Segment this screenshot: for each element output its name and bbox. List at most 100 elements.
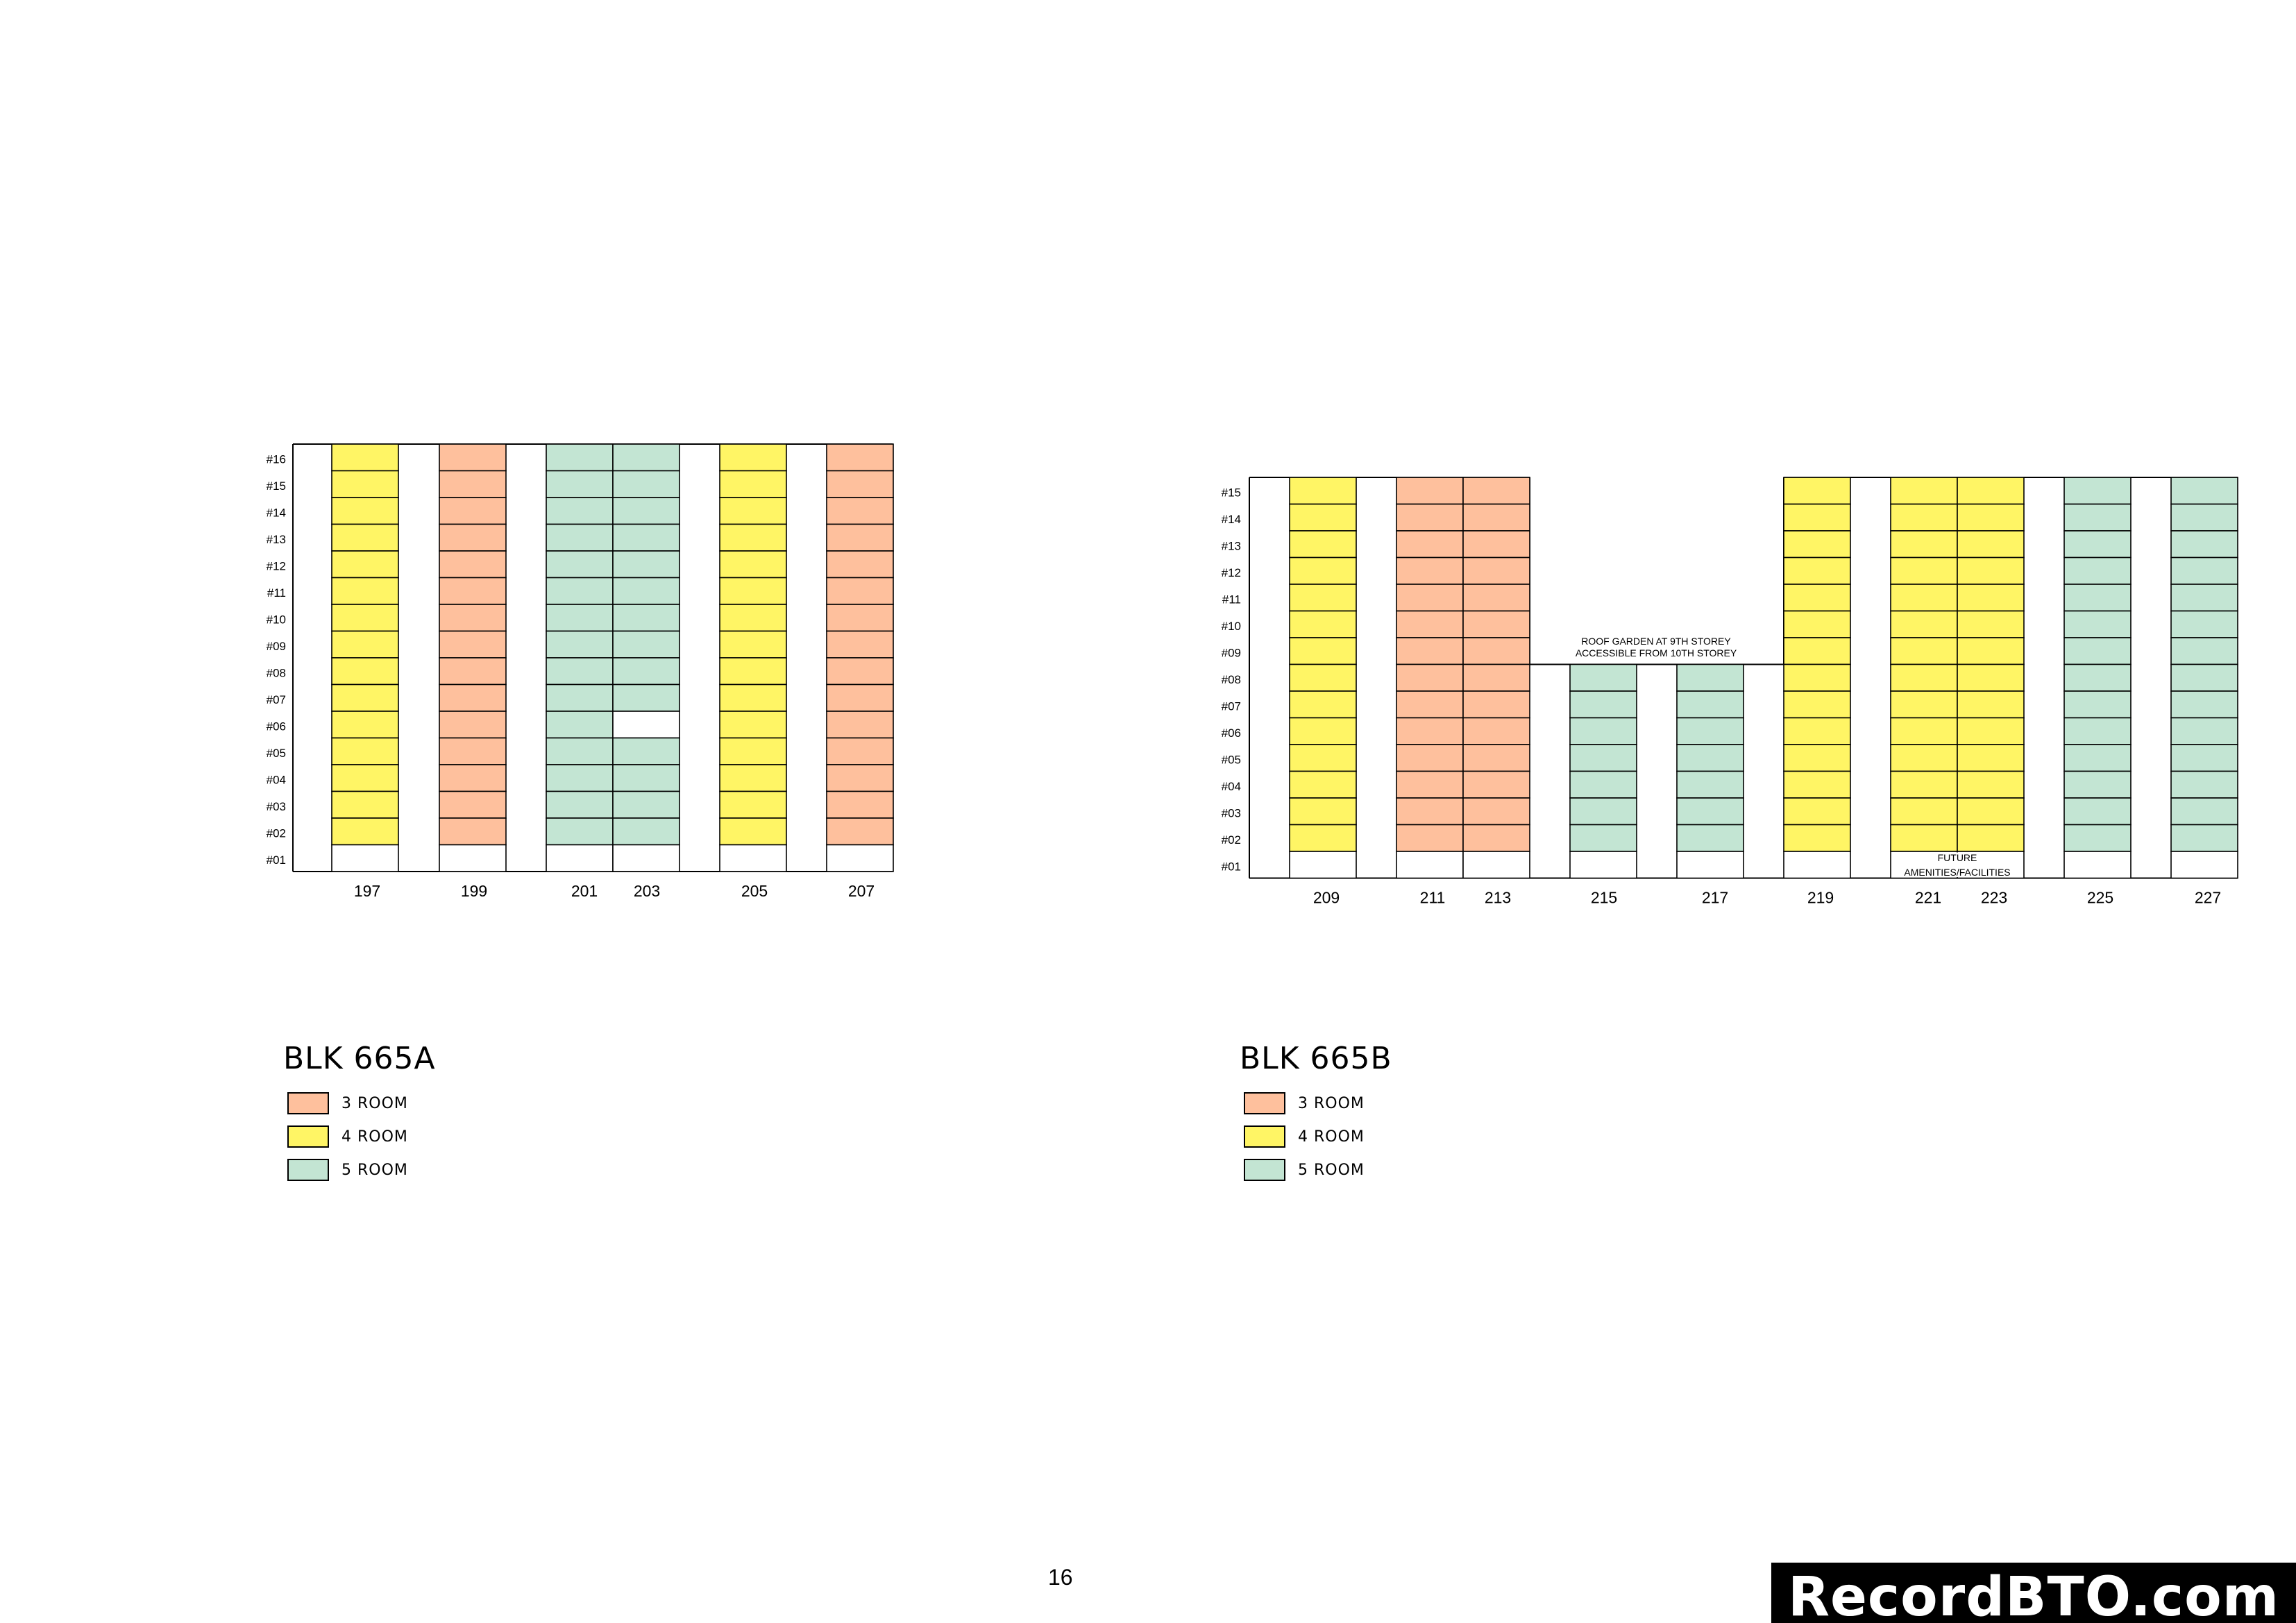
- unit-cell: [546, 817, 614, 846]
- floor-label: #11: [1222, 593, 1241, 606]
- floor-label: #04: [1222, 780, 1241, 793]
- column-label: 213: [1485, 889, 1511, 907]
- unit-cell: [1462, 770, 1530, 799]
- unit-cell: [1569, 824, 1637, 852]
- unit-cell: [331, 844, 399, 872]
- roof-garden-note: ROOF GARDEN AT 9TH STOREY: [1581, 636, 1731, 647]
- unit-cell: [2063, 744, 2132, 772]
- unit-cell: [612, 737, 680, 765]
- unit-cell: [1957, 610, 2025, 638]
- unit-cell: [1783, 690, 1851, 719]
- floor-label: #14: [267, 506, 286, 519]
- unit-cell: [719, 711, 787, 739]
- floor-label: #09: [267, 640, 286, 653]
- column-label: 209: [1313, 889, 1340, 907]
- legend-item-3-room-b: 3 ROOM: [1244, 1091, 1365, 1116]
- unit-cell: [2170, 610, 2238, 638]
- unit-cell: [439, 790, 507, 819]
- unit-cell: [1289, 530, 1357, 559]
- unit-cell: [719, 657, 787, 686]
- unit-cell: [1462, 690, 1530, 719]
- unit-cell: [1462, 584, 1530, 612]
- unit-cell: [331, 657, 399, 686]
- unit-cell: [826, 497, 894, 525]
- unit-cell: [826, 550, 894, 579]
- legend-label: 5 ROOM: [341, 1161, 408, 1179]
- unit-cell: [1462, 637, 1530, 665]
- unit-cell: [1783, 851, 1851, 879]
- unit-cell: [2063, 770, 2132, 799]
- unit-cell: [331, 604, 399, 632]
- floor-label: #05: [1222, 753, 1241, 766]
- unit-cell: [1783, 637, 1851, 665]
- floor-label: #06: [267, 720, 286, 733]
- floor-label: #02: [1222, 833, 1241, 847]
- unit-cell: [546, 764, 614, 792]
- unit-cell: [1890, 770, 1958, 799]
- unit-cell: [2063, 584, 2132, 612]
- unit-cell: [1783, 610, 1851, 638]
- unit-cell: [1676, 851, 1744, 879]
- unit-cell: [1569, 797, 1637, 826]
- unit-cell: [2170, 851, 2238, 879]
- legend-swatch-5-room: [1244, 1159, 1285, 1181]
- floor-label: #02: [267, 826, 286, 840]
- unit-cell: [1783, 663, 1851, 692]
- unit-cell: [1957, 477, 2025, 505]
- unit-cell: [1396, 556, 1464, 585]
- column-label: 215: [1591, 889, 1617, 907]
- unit-cell: [331, 764, 399, 792]
- unit-cell: [826, 604, 894, 632]
- floor-label: #01: [267, 853, 286, 867]
- unit-cell: [1289, 770, 1357, 799]
- unit-cell: [1396, 477, 1464, 505]
- unit-cell: [1957, 690, 2025, 719]
- unit-cell: [439, 443, 507, 472]
- unit-cell: [612, 604, 680, 632]
- column-label: 199: [461, 882, 487, 900]
- unit-cell: [1957, 584, 2025, 612]
- unit-cell: [2063, 797, 2132, 826]
- unit-cell: [1462, 556, 1530, 585]
- unit-cell: [1783, 797, 1851, 826]
- unit-cell: [1396, 851, 1464, 879]
- unit-cell: [1289, 477, 1357, 505]
- unit-cell: [2063, 530, 2132, 559]
- legend-item-5-room-a: 5 ROOM: [287, 1157, 408, 1182]
- unit-cell: [1462, 744, 1530, 772]
- floor-label: #14: [1222, 513, 1241, 526]
- floor-label: #08: [267, 666, 286, 679]
- legend-label: 4 ROOM: [341, 1128, 408, 1146]
- unit-cell: [1957, 770, 2025, 799]
- legend-swatch-4-room: [287, 1125, 329, 1148]
- unit-cell: [331, 683, 399, 712]
- unit-cell: [1289, 556, 1357, 585]
- unit-cell: [1289, 717, 1357, 745]
- future-amenities-note: AMENITIES/FACILITIES: [1904, 867, 2010, 878]
- unit-cell: [1890, 530, 1958, 559]
- unit-cell: [2170, 556, 2238, 585]
- unit-cell: [2063, 851, 2132, 879]
- unit-cell: [2063, 824, 2132, 852]
- unit-cell: [331, 817, 399, 846]
- unit-cell: [612, 523, 680, 552]
- unit-cell: [1890, 663, 1958, 692]
- unit-cell: [1890, 717, 1958, 745]
- column-label: 201: [571, 882, 598, 900]
- unit-cell: [2063, 637, 2132, 665]
- unit-cell: [1396, 503, 1464, 532]
- floor-label: #16: [267, 452, 286, 466]
- unit-cell: [331, 790, 399, 819]
- unit-cell: [1783, 503, 1851, 532]
- unit-cell: [1890, 610, 1958, 638]
- unit-cell: [1676, 797, 1744, 826]
- unit-cell: [1396, 717, 1464, 745]
- unit-cell: [1462, 717, 1530, 745]
- unit-cell: [826, 470, 894, 498]
- unit-cell: [2063, 717, 2132, 745]
- unit-cell: [612, 550, 680, 579]
- floor-label: #12: [1222, 566, 1241, 579]
- unit-cell: [1890, 584, 1958, 612]
- roof-garden-note: ACCESSIBLE FROM 10TH STOREY: [1576, 647, 1737, 658]
